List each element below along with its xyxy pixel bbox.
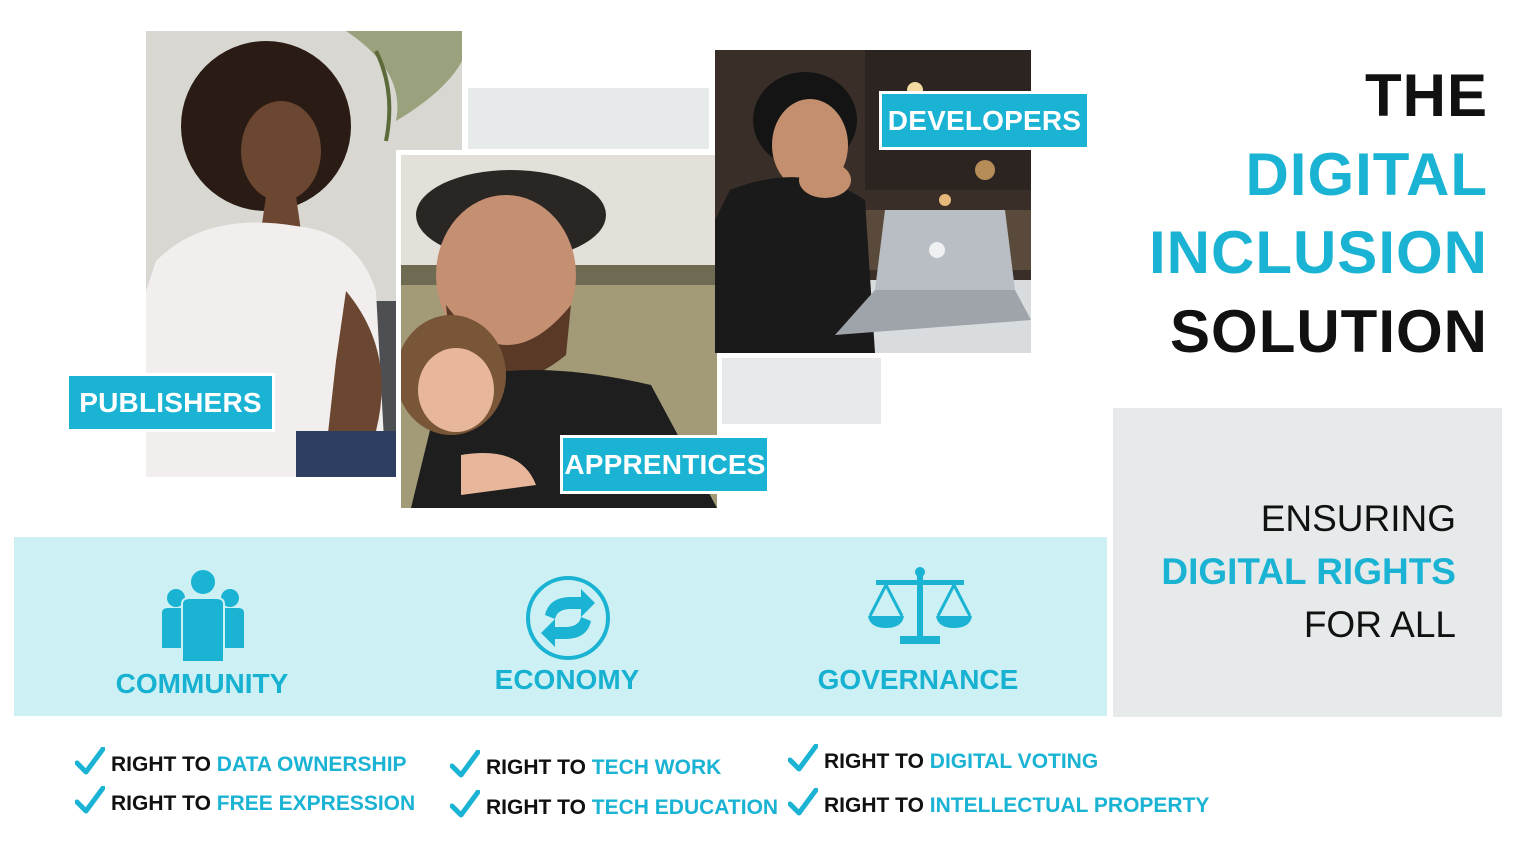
panel-line-digital-rights: DIGITAL RIGHTS — [1161, 551, 1456, 592]
title-line-digital: DIGITAL — [1245, 141, 1488, 208]
right-prefix: RIGHT TO — [824, 794, 924, 817]
right-item: RIGHT TO TECH WORK — [450, 750, 721, 778]
check-icon — [75, 747, 105, 775]
pillar-community-label: COMMUNITY — [115, 668, 289, 699]
right-item: RIGHT TO TECH EDUCATION — [450, 790, 778, 818]
right-label: DIGITAL VOTING — [929, 750, 1099, 773]
scales-icon — [866, 566, 974, 648]
check-icon — [788, 788, 818, 816]
panel-line-ensuring: ENSURING — [1260, 498, 1456, 539]
community-icon — [160, 568, 246, 663]
developer-photo — [715, 50, 1031, 353]
check-icon — [788, 744, 818, 772]
right-label: INTELLECTUAL PROPERTY — [929, 794, 1210, 817]
decor-block-top — [468, 88, 709, 149]
right-label: DATA OWNERSHIP — [216, 753, 407, 776]
tag-apprentices: APPRENTICES — [563, 438, 767, 491]
right-label: TECH EDUCATION — [591, 796, 779, 819]
decor-block-bottom — [722, 358, 881, 424]
right-prefix: RIGHT TO — [111, 792, 211, 815]
title-line-solution: SOLUTION — [1170, 298, 1488, 365]
pillar-governance-label: GOVERNANCE — [817, 664, 1019, 695]
title-line-inclusion: INCLUSION — [1149, 219, 1488, 286]
right-prefix: RIGHT TO — [486, 796, 586, 819]
right-prefix: RIGHT TO — [824, 750, 924, 773]
economy-refresh-icon — [525, 575, 611, 661]
title-line-the: THE — [1365, 62, 1488, 129]
right-item: RIGHT TO INTELLECTUAL PROPERTY — [788, 788, 1209, 816]
tag-publishers: PUBLISHERS — [69, 376, 272, 429]
pillar-economy-label: ECONOMY — [494, 664, 640, 695]
right-prefix: RIGHT TO — [111, 753, 211, 776]
right-item: RIGHT TO FREE EXPRESSION — [75, 786, 415, 814]
right-label: FREE EXPRESSION — [216, 792, 416, 815]
tag-developers: DEVELOPERS — [882, 94, 1087, 147]
check-icon — [450, 750, 480, 778]
right-item: RIGHT TO DIGITAL VOTING — [788, 744, 1098, 772]
check-icon — [450, 790, 480, 818]
right-prefix: RIGHT TO — [486, 756, 586, 779]
panel-line-for-all: FOR ALL — [1303, 604, 1456, 645]
digital-rights-panel: ENSURING DIGITAL RIGHTS FOR ALL — [1113, 408, 1502, 717]
right-label: TECH WORK — [591, 756, 722, 779]
check-icon — [75, 786, 105, 814]
right-item: RIGHT TO DATA OWNERSHIP — [75, 747, 407, 775]
